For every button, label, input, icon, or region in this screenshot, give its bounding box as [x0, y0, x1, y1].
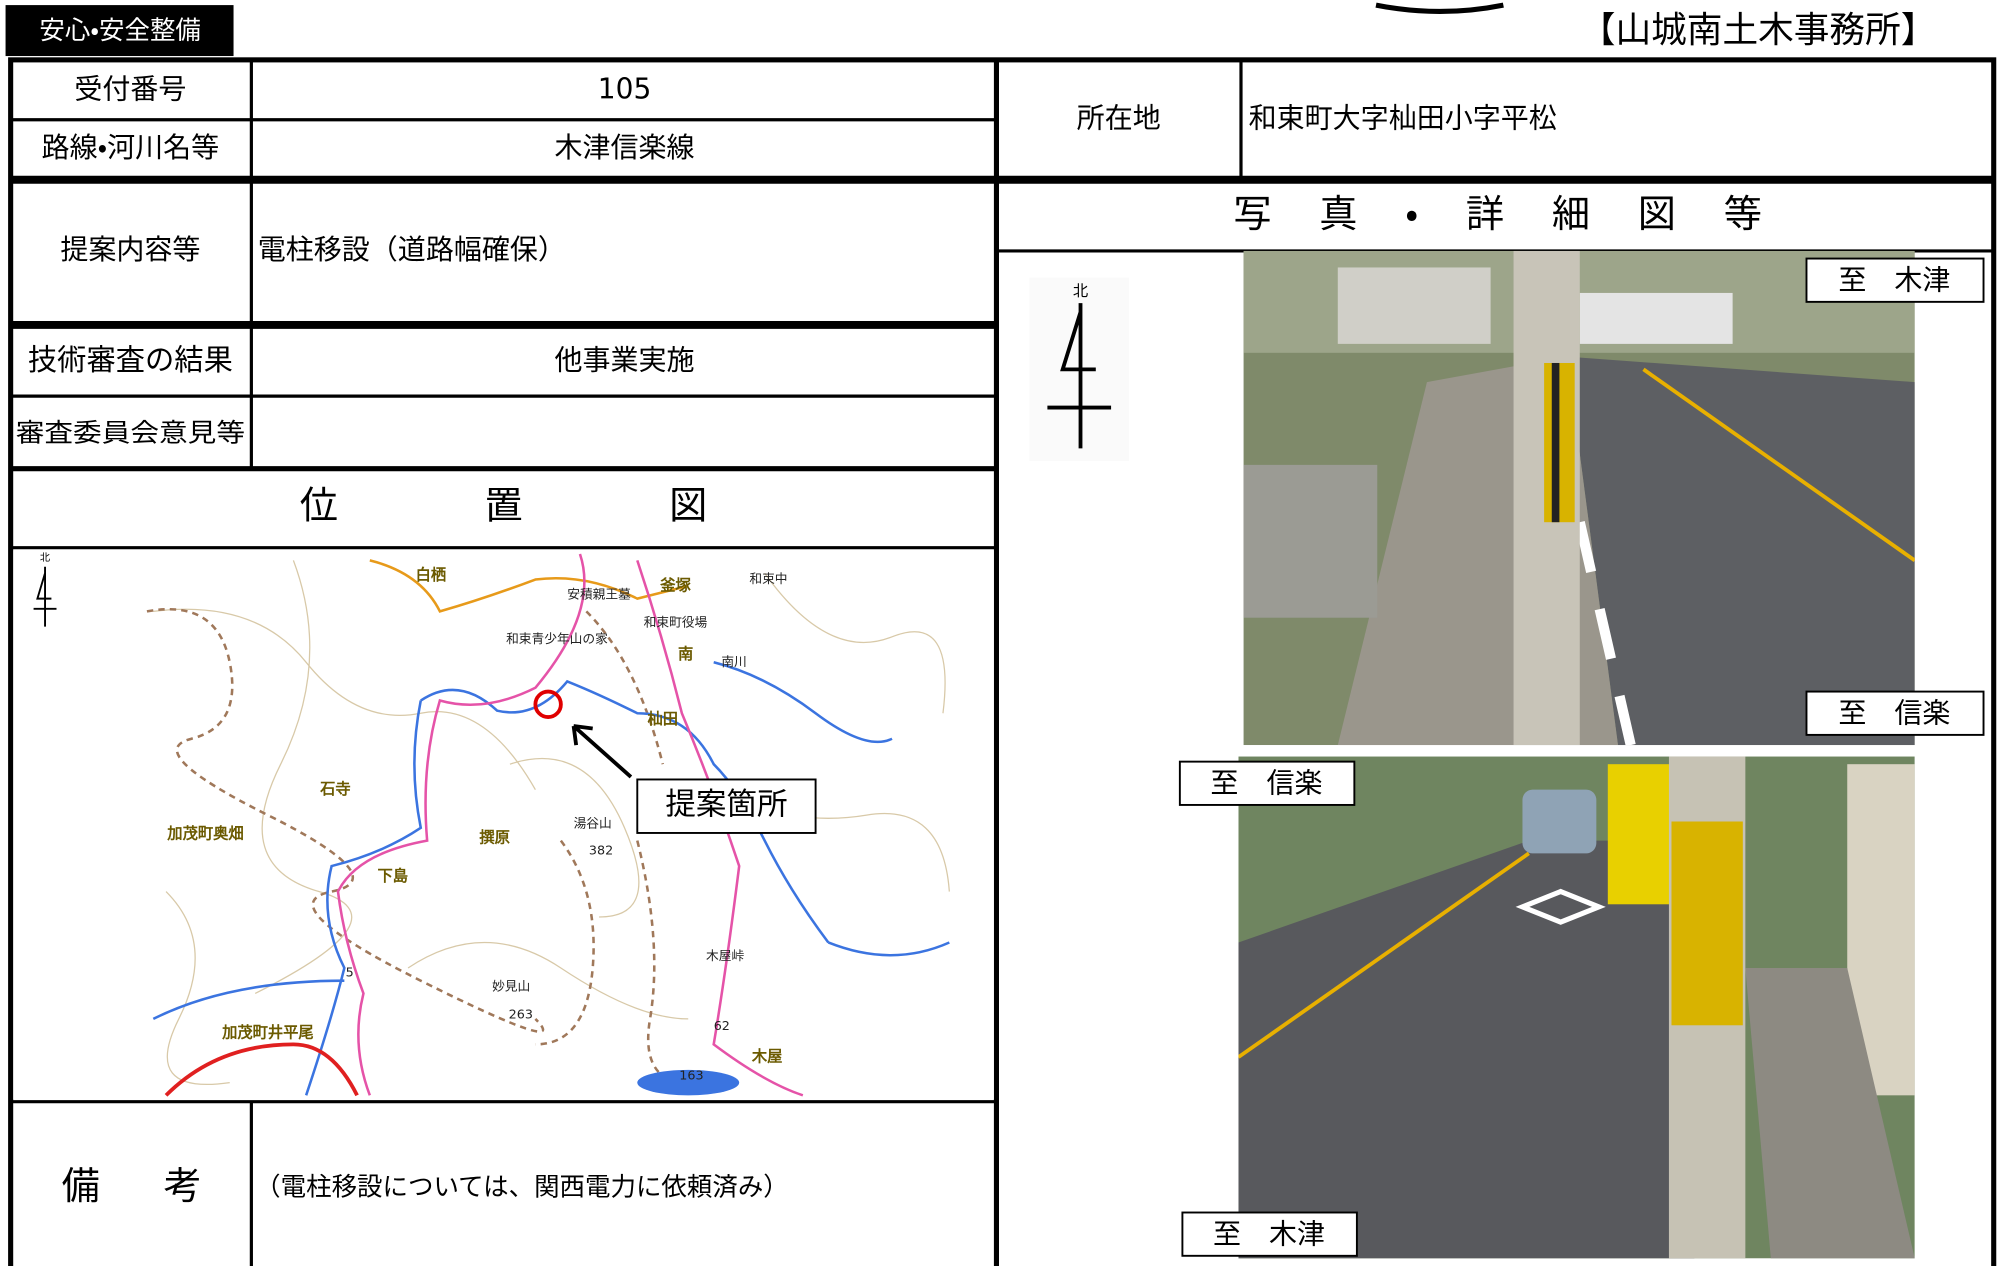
map-label: 白栖 [416, 566, 447, 584]
photo [1243, 250, 1915, 746]
map-label: 加茂町井平尾 [221, 1023, 314, 1041]
map-label: 下島 [377, 867, 408, 885]
north-label: 北 [40, 552, 50, 564]
map-label: 妙見山 [492, 980, 530, 995]
map: 提案箇所 北 白栖安積親王墓 釜塚 和束中和束町役場和束青少年山の家南南川杣田石寺加… [13, 550, 994, 1100]
map-label: 和束中 [749, 572, 787, 587]
value: 他事業実施 [555, 344, 695, 377]
direction-label: 至 木津 [1838, 263, 1950, 296]
label: 技術審査の結果 [28, 343, 233, 377]
map-label: 木屋 [751, 1048, 783, 1066]
header-tag-bg [5, 5, 234, 57]
map-label: 263 [509, 1008, 533, 1023]
map-label: 和束青少年山の家 [506, 632, 608, 647]
north-label: 北 [1073, 282, 1088, 300]
label: 所在地 [1077, 102, 1161, 135]
direction-label: 至 木津 [1213, 1217, 1325, 1250]
map-label: 撰原 [479, 829, 510, 847]
map-label: 163 [679, 1069, 703, 1084]
label: 受付番号 [74, 72, 186, 105]
map-label: 和束町役場 [644, 615, 708, 630]
label: 審査委員会意見等 [16, 418, 245, 448]
header-tag: 安心・安全整備 [39, 16, 200, 46]
direction-label: 至 信楽 [1838, 697, 1950, 730]
value: 電柱移設（道路幅確保） [258, 233, 566, 266]
value: 105 [598, 72, 651, 105]
map-label: 安積親王墓 [567, 587, 631, 602]
map-label: 382 [589, 843, 613, 858]
label: 提案内容等 [60, 233, 200, 266]
photo-captions: 至 木津 至 信楽 至 信楽 至 木津 [1178, 257, 1985, 1257]
section-title: 写真・詳細図等 [1233, 193, 1762, 237]
map-label: 釜塚 [659, 576, 691, 594]
map-label: 南川 [721, 654, 746, 670]
map-callout: 提案箇所 [665, 788, 787, 823]
label: 備考 [62, 1165, 202, 1209]
value: 木津信楽線 [555, 131, 695, 164]
map-label: 石寺 [319, 780, 351, 798]
map-label: 南 [678, 645, 693, 663]
value: 和束町大字杣田小字平松 [1249, 102, 1557, 135]
direction-label: 至 信楽 [1210, 767, 1322, 800]
map-label: 杣田 [647, 710, 678, 728]
section-title: 位置図 [300, 485, 708, 529]
north-arrow: 北 [1029, 277, 1129, 462]
map-label: 加茂町奥畑 [166, 825, 243, 843]
map-label: 5 [346, 966, 354, 981]
map-label: 62 [714, 1019, 730, 1034]
decor [1375, 2, 1504, 15]
value: （電柱移設については、関西電力に依頼済み） [255, 1172, 789, 1202]
label: 路線・河川名等 [42, 131, 220, 164]
office-name: 【山城南土木事務所】 [1580, 10, 1937, 51]
photo [1238, 756, 1915, 1259]
map-label: 湯谷山 [574, 817, 612, 832]
map-label: 木屋峠 [706, 949, 744, 964]
